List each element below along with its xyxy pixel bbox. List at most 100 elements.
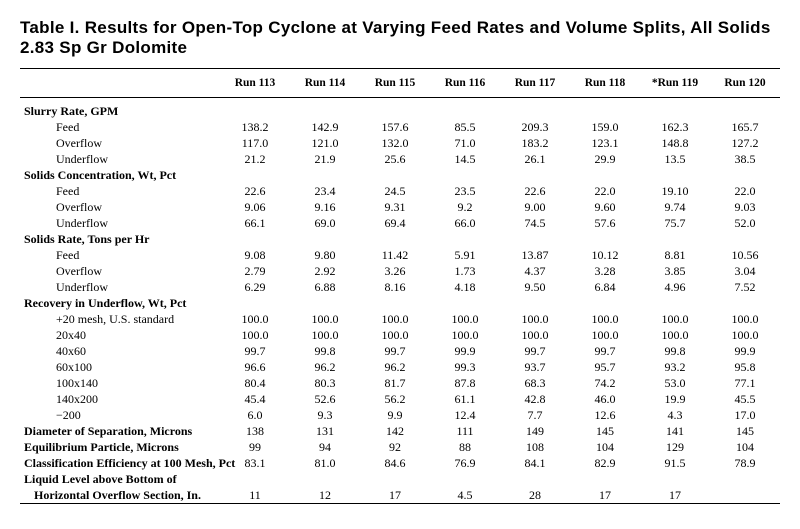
data-cell: 3.28 bbox=[570, 263, 640, 279]
col-header: Run 117 bbox=[500, 69, 570, 98]
cell bbox=[500, 471, 570, 487]
data-cell: 45.5 bbox=[710, 391, 780, 407]
data-cell: 1.73 bbox=[430, 263, 500, 279]
data-cell: 81.7 bbox=[360, 375, 430, 391]
data-cell: 22.0 bbox=[570, 183, 640, 199]
cell bbox=[570, 471, 640, 487]
sub-row: 40x6099.799.899.799.999.799.799.899.9 bbox=[20, 343, 780, 359]
data-cell: 53.0 bbox=[640, 375, 710, 391]
data-cell: 5.91 bbox=[430, 247, 500, 263]
data-cell: 142.9 bbox=[290, 119, 360, 135]
data-cell: 100.0 bbox=[640, 311, 710, 327]
data-cell: 21.2 bbox=[220, 151, 290, 167]
data-cell: 92 bbox=[360, 439, 430, 455]
data-cell: 100.0 bbox=[710, 311, 780, 327]
data-cell: 24.5 bbox=[360, 183, 430, 199]
sub-label: +20 mesh, U.S. standard bbox=[20, 311, 220, 327]
data-cell: 9.74 bbox=[640, 199, 710, 215]
sub-label: Overflow bbox=[20, 199, 220, 215]
sub-row: +20 mesh, U.S. standard100.0100.0100.010… bbox=[20, 311, 780, 327]
data-cell: 148.8 bbox=[640, 135, 710, 151]
data-cell: 127.2 bbox=[710, 135, 780, 151]
cell bbox=[640, 295, 710, 311]
data-cell: 17 bbox=[360, 487, 430, 504]
data-cell: 100.0 bbox=[290, 327, 360, 343]
cell bbox=[710, 103, 780, 119]
data-cell: 87.8 bbox=[430, 375, 500, 391]
data-cell: 19.10 bbox=[640, 183, 710, 199]
cell bbox=[710, 231, 780, 247]
data-cell: 3.85 bbox=[640, 263, 710, 279]
cell bbox=[360, 231, 430, 247]
sub-row: Feed138.2142.9157.685.5209.3159.0162.316… bbox=[20, 119, 780, 135]
data-cell: 28 bbox=[500, 487, 570, 504]
sub-row: Overflow117.0121.0132.071.0183.2123.1148… bbox=[20, 135, 780, 151]
section-label: Slurry Rate, GPM bbox=[20, 103, 220, 119]
data-cell: 6.0 bbox=[220, 407, 290, 423]
sub-label: Overflow bbox=[20, 263, 220, 279]
data-cell: 138.2 bbox=[220, 119, 290, 135]
data-cell: 132.0 bbox=[360, 135, 430, 151]
data-cell: 22.6 bbox=[500, 183, 570, 199]
cell bbox=[570, 103, 640, 119]
sub-label: 40x60 bbox=[20, 343, 220, 359]
col-header: Run 113 bbox=[220, 69, 290, 98]
sub-label: 100x140 bbox=[20, 375, 220, 391]
data-cell: 108 bbox=[500, 439, 570, 455]
data-cell: 57.6 bbox=[570, 215, 640, 231]
data-cell: 9.3 bbox=[290, 407, 360, 423]
data-cell: 100.0 bbox=[360, 327, 430, 343]
sub-row: Overflow2.792.923.261.734.373.283.853.04 bbox=[20, 263, 780, 279]
data-cell: 100.0 bbox=[500, 327, 570, 343]
cell bbox=[640, 103, 710, 119]
data-cell: 129 bbox=[640, 439, 710, 455]
sub-label: Feed bbox=[20, 119, 220, 135]
sub-row: Underflow21.221.925.614.526.129.913.538.… bbox=[20, 151, 780, 167]
sub-row: Horizontal Overflow Section, In.1112174.… bbox=[20, 487, 780, 504]
data-cell: 4.96 bbox=[640, 279, 710, 295]
data-cell: 99.7 bbox=[500, 343, 570, 359]
sub-row: Underflow66.169.069.466.074.557.675.752.… bbox=[20, 215, 780, 231]
cell bbox=[360, 471, 430, 487]
cell bbox=[220, 295, 290, 311]
data-cell: 11 bbox=[220, 487, 290, 504]
data-cell: 100.0 bbox=[500, 311, 570, 327]
sub-label: Feed bbox=[20, 247, 220, 263]
cell bbox=[430, 471, 500, 487]
sub-label: Underflow bbox=[20, 279, 220, 295]
cell bbox=[500, 167, 570, 183]
data-cell: 123.1 bbox=[570, 135, 640, 151]
data-cell: 52.0 bbox=[710, 215, 780, 231]
data-cell: 75.7 bbox=[640, 215, 710, 231]
data-cell: 81.0 bbox=[290, 455, 360, 471]
cell bbox=[500, 103, 570, 119]
data-cell: 104 bbox=[710, 439, 780, 455]
data-cell: 149 bbox=[500, 423, 570, 439]
cell bbox=[290, 231, 360, 247]
sub-row: Underflow6.296.888.164.189.506.844.967.5… bbox=[20, 279, 780, 295]
data-cell: 183.2 bbox=[500, 135, 570, 151]
data-cell: 4.37 bbox=[500, 263, 570, 279]
section-label: Recovery in Underflow, Wt, Pct bbox=[20, 295, 220, 311]
cell bbox=[710, 167, 780, 183]
data-cell: 165.7 bbox=[710, 119, 780, 135]
data-cell: 42.8 bbox=[500, 391, 570, 407]
standalone-label: Liquid Level above Bottom of bbox=[20, 471, 220, 487]
cell bbox=[710, 295, 780, 311]
cell bbox=[710, 471, 780, 487]
data-cell: 6.84 bbox=[570, 279, 640, 295]
data-cell: 10.56 bbox=[710, 247, 780, 263]
cell bbox=[220, 471, 290, 487]
data-cell: 100.0 bbox=[220, 327, 290, 343]
data-cell: 4.18 bbox=[430, 279, 500, 295]
data-cell: 66.1 bbox=[220, 215, 290, 231]
data-cell: 66.0 bbox=[430, 215, 500, 231]
sub-label: 20x40 bbox=[20, 327, 220, 343]
data-cell: 99.3 bbox=[430, 359, 500, 375]
cell bbox=[640, 167, 710, 183]
data-cell: 23.5 bbox=[430, 183, 500, 199]
data-cell: 7.7 bbox=[500, 407, 570, 423]
data-cell: 99.9 bbox=[710, 343, 780, 359]
row: Slurry Rate, GPM bbox=[20, 103, 780, 119]
data-cell: 61.1 bbox=[430, 391, 500, 407]
